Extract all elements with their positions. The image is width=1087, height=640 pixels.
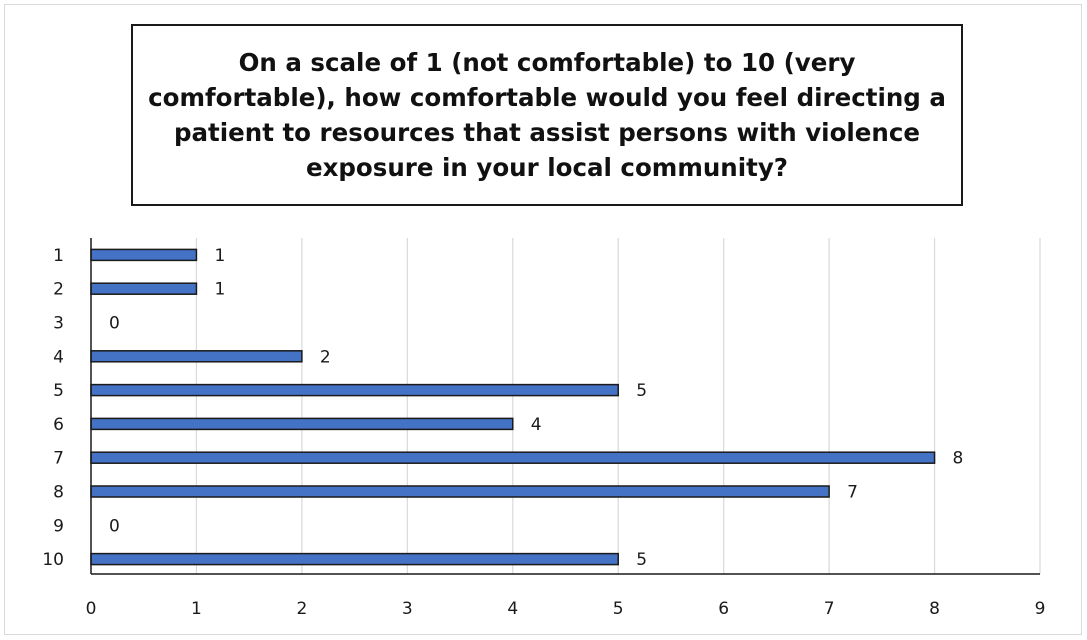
data-label-7: 8 <box>953 449 964 469</box>
bar-5 <box>90 383 619 397</box>
y-tick-label-5: 5 <box>53 381 64 401</box>
x-tick-label-6: 6 <box>718 599 729 619</box>
data-label-4: 2 <box>320 347 331 367</box>
data-label-6: 4 <box>531 415 542 435</box>
y-tick-label-1: 1 <box>53 246 64 266</box>
bar-10 <box>90 552 619 566</box>
bar-8 <box>90 485 830 498</box>
data-label-1: 1 <box>214 246 225 266</box>
x-tick-label-9: 9 <box>1035 599 1046 619</box>
bar-7 <box>90 451 936 464</box>
x-tick-label-8: 8 <box>929 599 940 619</box>
y-tick-label-6: 6 <box>53 415 64 435</box>
chart-title-box: On a scale of 1 (not comfortable) to 10 … <box>131 24 963 206</box>
bar-2 <box>90 282 198 295</box>
x-tick-label-4: 4 <box>507 599 518 619</box>
x-tick-label-5: 5 <box>613 599 624 619</box>
bar-6 <box>90 417 514 431</box>
data-label-2: 1 <box>214 280 225 300</box>
data-label-3: 0 <box>109 314 120 334</box>
chart-title: On a scale of 1 (not comfortable) to 10 … <box>148 48 946 182</box>
data-label-10: 5 <box>636 550 647 570</box>
y-tick-label-4: 4 <box>53 347 64 367</box>
x-tick-label-7: 7 <box>824 599 835 619</box>
y-tick-label-3: 3 <box>53 314 64 334</box>
data-label-5: 5 <box>636 381 647 401</box>
bar-1 <box>90 248 198 262</box>
bar-4 <box>90 350 303 363</box>
x-tick-label-0: 0 <box>86 599 97 619</box>
y-tick-label-10: 10 <box>42 550 64 570</box>
x-tick-label-1: 1 <box>191 599 202 619</box>
y-tick-label-9: 9 <box>53 516 64 536</box>
x-tick-label-2: 2 <box>296 599 307 619</box>
data-label-9: 0 <box>109 516 120 536</box>
y-tick-label-8: 8 <box>53 483 64 503</box>
x-tick-label-3: 3 <box>402 599 413 619</box>
y-tick-label-7: 7 <box>53 449 64 469</box>
y-tick-label-2: 2 <box>53 280 64 300</box>
data-label-8: 7 <box>847 483 858 503</box>
